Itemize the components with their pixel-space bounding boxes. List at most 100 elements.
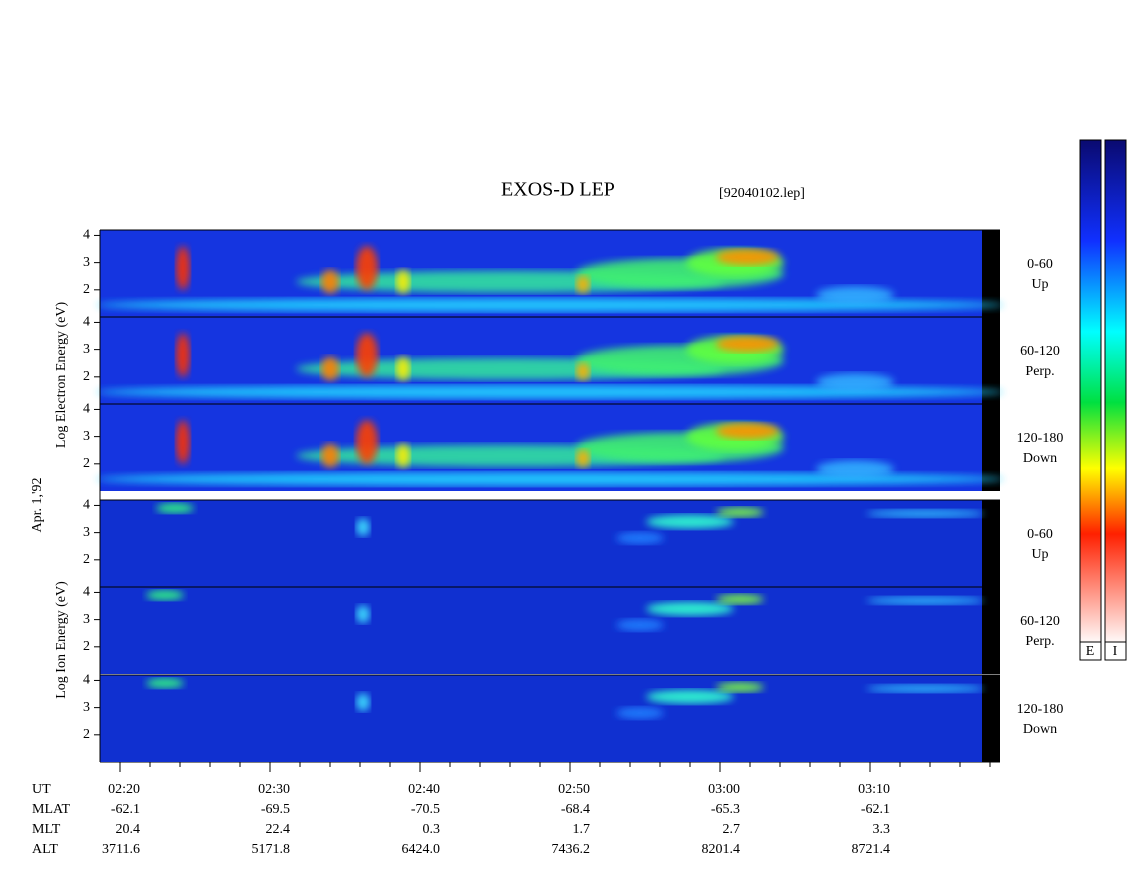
y-tick-label: 2 xyxy=(83,727,90,742)
colorbar-label: E xyxy=(1086,644,1095,659)
spectrogram-feature xyxy=(356,420,378,465)
spectrogram-feature xyxy=(321,356,339,381)
y-tick-label: 3 xyxy=(83,429,90,444)
ephemeris-value: 22.4 xyxy=(266,822,291,837)
spectrogram-panel xyxy=(100,500,1000,587)
spectrogram-panel xyxy=(96,404,1004,491)
y-tick-label: 4 xyxy=(83,498,90,513)
y-tick-label: 3 xyxy=(83,342,90,357)
y-tick-label: 2 xyxy=(83,552,90,567)
spectrogram-feature xyxy=(816,286,894,305)
ephemeris-value: -65.3 xyxy=(711,802,740,817)
ephemeris-value: -68.4 xyxy=(561,802,590,817)
angle-label: 120-180 xyxy=(1017,431,1064,446)
spectrogram-panel xyxy=(100,587,1000,674)
panel-blank xyxy=(982,587,1000,674)
row-label: UT xyxy=(32,782,51,797)
ephemeris-value: 6424.0 xyxy=(402,842,441,857)
file-label: [92040102.lep] xyxy=(719,186,805,201)
spectrogram-feature xyxy=(146,678,184,689)
angle-label: 60-120 xyxy=(1020,614,1060,629)
spectrogram-feature xyxy=(396,269,410,294)
spectrogram-feature xyxy=(321,443,339,468)
colorbar-label: I xyxy=(1113,644,1118,659)
spectrogram-feature xyxy=(96,385,1004,399)
spectrogram-feature xyxy=(646,601,734,616)
panel-blank xyxy=(982,500,1000,587)
panel-background xyxy=(100,675,982,762)
y-tick-label: 2 xyxy=(83,639,90,654)
spectrogram-feature xyxy=(816,373,894,392)
y-tick-label: 4 xyxy=(83,228,90,243)
y-tick-label: 3 xyxy=(83,255,90,270)
panel-background xyxy=(100,587,982,674)
colorbar-box xyxy=(1079,641,1102,661)
direction-label: Up xyxy=(1031,547,1048,562)
spectrogram-feature xyxy=(716,682,764,693)
direction-label: Perp. xyxy=(1025,634,1054,649)
spectrogram-feature xyxy=(146,590,184,601)
direction-label: Down xyxy=(1023,722,1057,737)
y-tick-label: 2 xyxy=(83,456,90,471)
direction-label: Perp. xyxy=(1025,364,1054,379)
ephemeris-value: 02:50 xyxy=(558,782,590,797)
ephemeris-value: 02:40 xyxy=(408,782,440,797)
ephemeris-value: 3.3 xyxy=(873,822,891,837)
spectrogram-feature xyxy=(176,333,190,378)
spectrogram-feature xyxy=(646,689,734,704)
spectrogram-panel xyxy=(96,317,1004,404)
ephemeris-value: -69.5 xyxy=(261,802,290,817)
y-tick-label: 3 xyxy=(83,612,90,627)
ephemeris-value: -62.1 xyxy=(111,802,140,817)
spectrogram-feature xyxy=(576,362,590,381)
y-tick-label: 2 xyxy=(83,282,90,297)
y-tick-label: 4 xyxy=(83,673,90,688)
ephemeris-value: 3711.6 xyxy=(102,842,140,857)
ephemeris-value: 02:30 xyxy=(258,782,290,797)
spectrogram-feature xyxy=(866,684,984,693)
y-tick-label: 3 xyxy=(83,700,90,715)
spectrogram-panel xyxy=(100,675,1000,762)
spectrogram-feature xyxy=(176,246,190,291)
date-label: Apr. 1,'92 xyxy=(30,477,45,532)
angle-label: 60-120 xyxy=(1020,344,1060,359)
ephemeris-value: 03:00 xyxy=(708,782,740,797)
spectrogram-feature xyxy=(866,596,984,605)
y-tick-label: 3 xyxy=(83,525,90,540)
ephemeris-value: 1.7 xyxy=(573,822,591,837)
spectrogram-feature xyxy=(396,443,410,468)
ephemeris-value: 20.4 xyxy=(116,822,141,837)
spectrogram-feature xyxy=(646,514,734,529)
spectrogram-feature xyxy=(576,449,590,468)
spectrogram-feature xyxy=(576,275,590,294)
spectrogram-panel xyxy=(96,230,1004,317)
ephemeris-value: 8201.4 xyxy=(702,842,741,857)
panel-blank xyxy=(982,675,1000,762)
panel-blank xyxy=(982,317,1000,404)
spectrogram-feature xyxy=(356,605,370,624)
colorbar-box xyxy=(1104,641,1127,661)
spectrogram-feature xyxy=(716,507,764,518)
spectrogram-feature xyxy=(356,693,370,712)
panel-blank xyxy=(982,230,1000,317)
spectrogram-feature xyxy=(716,423,779,440)
spectrogram-feature xyxy=(356,246,378,291)
y-tick-label: 4 xyxy=(83,402,90,417)
y-tick-label: 4 xyxy=(83,585,90,600)
ephemeris-value: 7436.2 xyxy=(552,842,591,857)
panel-blank xyxy=(982,404,1000,491)
colorbar xyxy=(1104,139,1127,646)
spectrogram-feature xyxy=(96,298,1004,312)
spectrogram-feature xyxy=(356,518,370,537)
spectrogram-feature xyxy=(866,509,984,518)
angle-label: 0-60 xyxy=(1027,257,1053,272)
panel-background xyxy=(100,500,982,587)
ephemeris-value: 5171.8 xyxy=(252,842,291,857)
angle-label: 0-60 xyxy=(1027,527,1053,542)
spectrogram-feature xyxy=(616,532,664,545)
title: EXOS-D LEP xyxy=(501,179,615,201)
spectrogram-feature xyxy=(321,269,339,294)
ephemeris-value: 02:20 xyxy=(108,782,140,797)
ion-axis-label: Log Ion Energy (eV) xyxy=(54,581,69,699)
spectrogram-feature xyxy=(716,249,779,266)
